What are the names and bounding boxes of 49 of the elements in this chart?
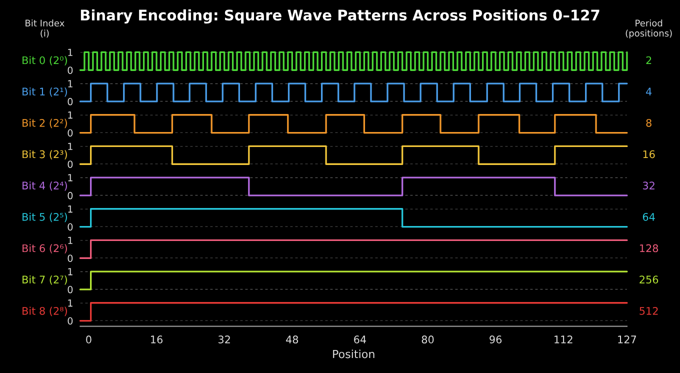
y-tick-label: 1 <box>68 205 72 213</box>
y2-axis-title: 8 <box>646 118 652 127</box>
y-tick-label: 1 <box>68 268 72 276</box>
y-tick-label: 1 <box>68 299 72 307</box>
y-tick-label: 0 <box>68 317 73 325</box>
y-tick-label: 0 <box>68 254 73 262</box>
y-tick-label: 1 <box>68 111 72 119</box>
x-axis-title: Position <box>333 350 374 358</box>
y-axis-title: Bit 3 (2³) <box>22 150 67 160</box>
y2-axis-title: 2 <box>646 56 652 64</box>
y-axis-title: Bit 1 (2¹) <box>22 87 67 97</box>
x-tick-label: 16 <box>151 336 162 344</box>
y-axis-title: Bit 6 (2⁶) <box>22 244 67 254</box>
x-tick-label: 32 <box>218 336 230 344</box>
y-axis-title: Bit 0 (2⁰) <box>22 56 67 66</box>
y-axis-title: Bit 2 (2²) <box>22 118 67 128</box>
y2-axis-title: 128 <box>640 244 658 252</box>
y-tick-label: 0 <box>68 223 73 231</box>
y2-axis-title: 32 <box>642 182 654 190</box>
y-axis-title: Bit 7 (2⁷) <box>22 275 67 285</box>
x-tick-label: 80 <box>422 336 434 344</box>
y2-axis-title: 256 <box>640 276 658 284</box>
x-tick-label: 64 <box>354 336 366 344</box>
y-tick-label: 1 <box>68 142 72 150</box>
x-tick-label: 96 <box>490 336 502 344</box>
y2-axis-title: 512 <box>640 306 658 315</box>
y-tick-label: 0 <box>68 160 73 168</box>
x-tick-label: 127 <box>618 336 636 344</box>
y-tick-label: 0 <box>68 98 73 106</box>
text: Bit Index (i) <box>26 20 64 38</box>
y-axis-title: Bit 4 (2⁴) <box>22 181 67 191</box>
y-axis-title: Bit 8 (2⁸) <box>22 306 67 316</box>
x-tick-label: 48 <box>286 336 298 344</box>
y-tick-label: 0 <box>68 129 73 137</box>
y-tick-label: 1 <box>68 174 72 182</box>
y-tick-label: 1 <box>68 236 72 244</box>
y-tick-label: 0 <box>68 192 73 200</box>
y2-axis-title: 16 <box>643 150 655 158</box>
y2-axis-title: 4 <box>646 88 652 96</box>
y-tick-label: 1 <box>68 48 72 56</box>
y-tick-label: 1 <box>68 80 72 88</box>
y2-axis-title: 64 <box>642 212 655 221</box>
y-tick-label: 0 <box>68 286 73 294</box>
x-tick-label: 0 <box>86 336 92 344</box>
chart-title: Binary Encoding: Square Wave Patterns Across Positions 0–127 <box>80 9 600 24</box>
y-tick-label: 0 <box>68 66 73 74</box>
text: Period (positions) <box>626 20 672 38</box>
y-axis-title: Bit 5 (2⁵) <box>22 212 67 222</box>
x-tick-label: 112 <box>554 336 572 344</box>
